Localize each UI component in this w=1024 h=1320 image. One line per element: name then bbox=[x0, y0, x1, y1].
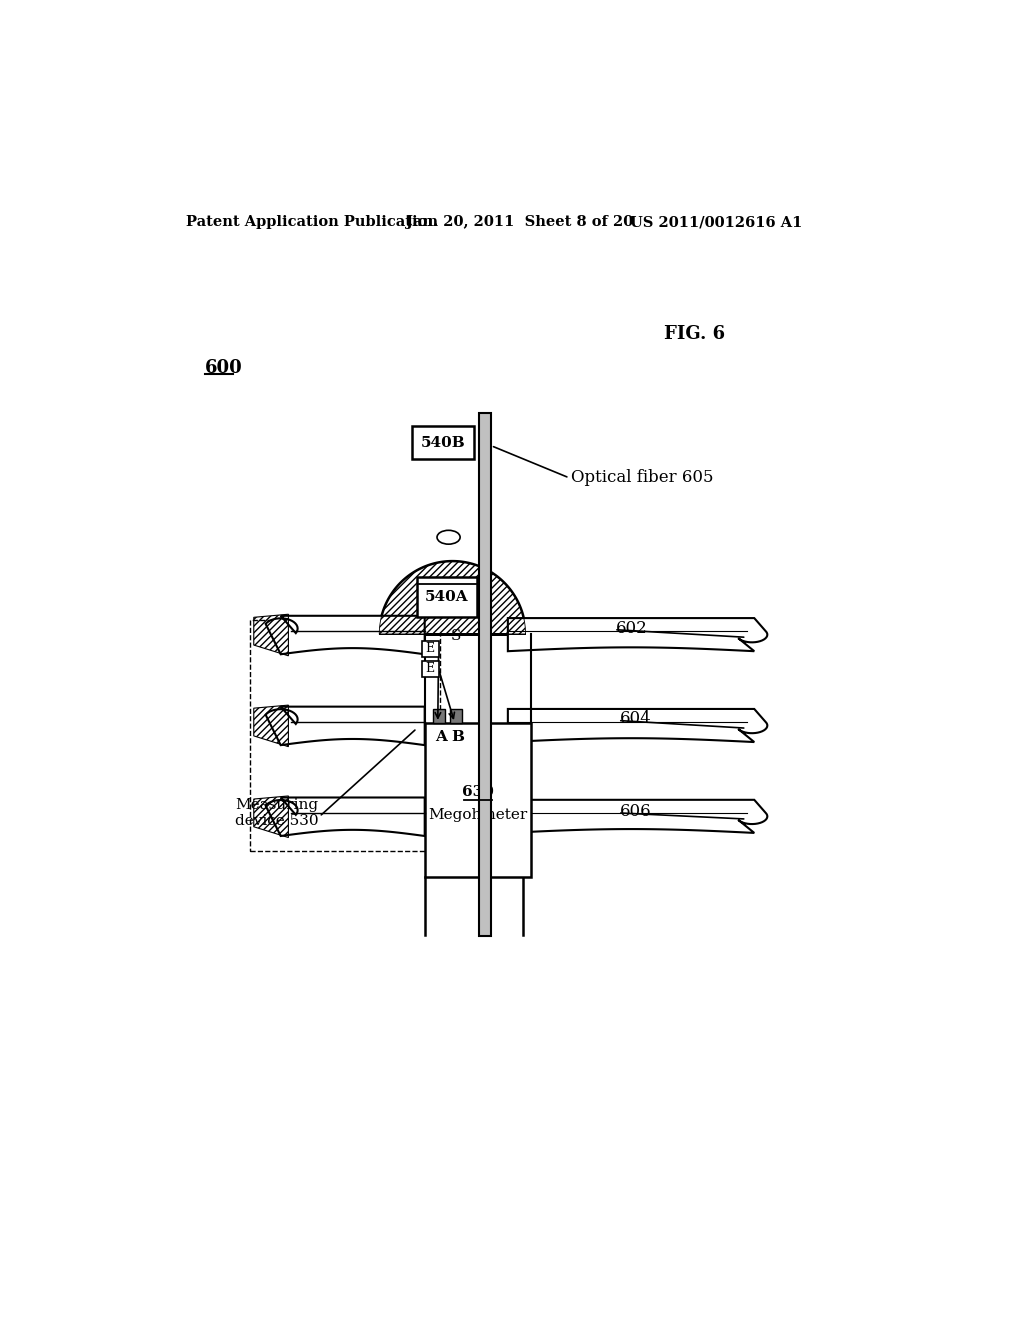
Text: 600: 600 bbox=[205, 359, 243, 376]
Text: US 2011/0012616 A1: US 2011/0012616 A1 bbox=[630, 215, 802, 230]
Text: Optical fiber 605: Optical fiber 605 bbox=[571, 470, 714, 487]
Text: E: E bbox=[426, 643, 434, 656]
Text: S: S bbox=[451, 628, 461, 643]
Text: Megohmeter: Megohmeter bbox=[429, 808, 527, 822]
Text: E: E bbox=[426, 663, 434, 676]
Polygon shape bbox=[508, 618, 767, 651]
Text: 630: 630 bbox=[462, 785, 495, 799]
Polygon shape bbox=[379, 561, 525, 635]
FancyBboxPatch shape bbox=[422, 642, 438, 656]
Text: 602: 602 bbox=[615, 619, 647, 636]
FancyBboxPatch shape bbox=[425, 723, 531, 876]
Polygon shape bbox=[265, 797, 425, 836]
Text: A: A bbox=[435, 730, 446, 743]
Polygon shape bbox=[265, 706, 425, 744]
Text: FIG. 6: FIG. 6 bbox=[665, 325, 725, 343]
Text: B: B bbox=[452, 730, 464, 743]
Text: 604: 604 bbox=[620, 710, 651, 727]
Polygon shape bbox=[265, 615, 425, 655]
Text: Patent Application Publication: Patent Application Publication bbox=[186, 215, 438, 230]
Text: 540A: 540A bbox=[425, 590, 469, 603]
Bar bbox=[479, 413, 490, 936]
Text: 540B: 540B bbox=[421, 436, 466, 450]
Text: 606: 606 bbox=[620, 803, 651, 820]
FancyBboxPatch shape bbox=[422, 661, 438, 677]
Bar bbox=[451, 709, 463, 723]
Polygon shape bbox=[508, 800, 767, 833]
FancyBboxPatch shape bbox=[413, 426, 474, 459]
Ellipse shape bbox=[437, 531, 460, 544]
Polygon shape bbox=[508, 709, 767, 742]
Bar bbox=[433, 709, 445, 723]
Text: Measuring
device 530: Measuring device 530 bbox=[236, 797, 318, 828]
FancyBboxPatch shape bbox=[417, 577, 477, 616]
Text: Jan. 20, 2011  Sheet 8 of 20: Jan. 20, 2011 Sheet 8 of 20 bbox=[407, 215, 634, 230]
